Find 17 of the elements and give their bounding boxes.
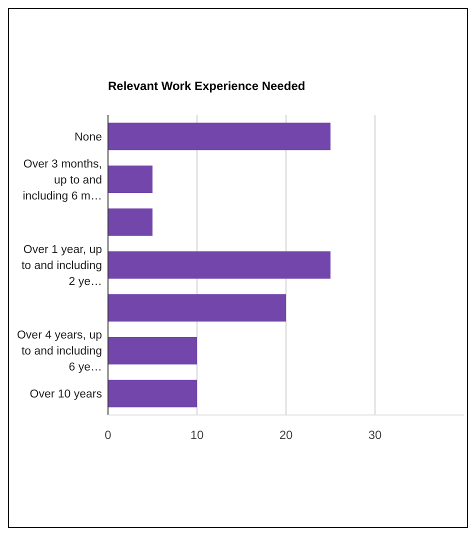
x-tick-label: 20 bbox=[279, 428, 293, 442]
y-tick-label: None bbox=[74, 131, 102, 144]
y-tick-label: Over 1 year, up to and including 2 ye… bbox=[21, 244, 102, 288]
bar bbox=[108, 337, 197, 364]
y-tick-label: Over 4 years, up to and including 6 ye… bbox=[16, 330, 102, 374]
bar bbox=[108, 208, 152, 236]
chart-title: Relevant Work Experience Needed bbox=[108, 79, 306, 93]
x-tick-label: 0 bbox=[104, 428, 112, 442]
bar bbox=[108, 294, 286, 322]
y-tick-label: Over 3 months, up to and including 6 m… bbox=[22, 158, 102, 202]
bar bbox=[108, 166, 152, 193]
x-tick-label: 10 bbox=[190, 428, 204, 442]
bar bbox=[108, 380, 197, 408]
bar bbox=[108, 122, 330, 150]
y-tick-label: Over 10 years bbox=[30, 388, 102, 401]
x-tick-label: 30 bbox=[368, 428, 382, 442]
bar bbox=[108, 251, 330, 279]
